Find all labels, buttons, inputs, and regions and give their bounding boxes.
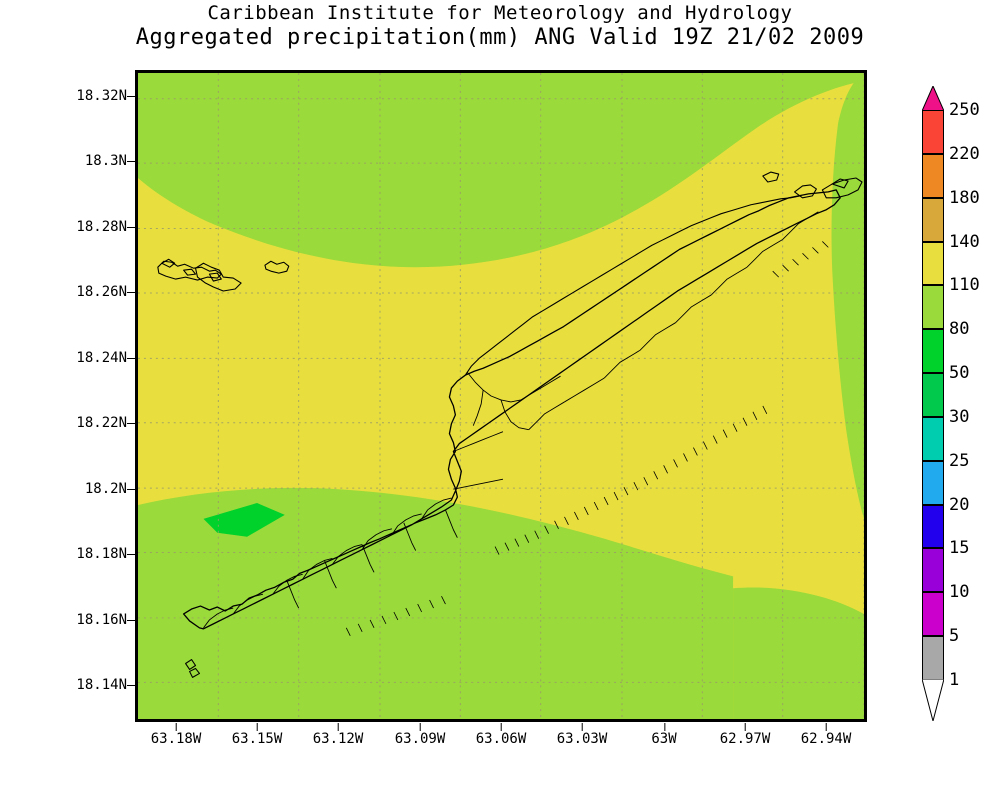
map-plot-area[interactable] — [135, 70, 867, 722]
x-axis-tick-mark — [581, 723, 583, 731]
colorbar[interactable]: 250 220 180 140 110 80 50 30 25 20 15 10 5 1 — [922, 100, 980, 690]
y-axis-tick-mark — [127, 358, 135, 359]
colorbar-cell[interactable] — [922, 416, 944, 461]
y-axis-tick-label: 18.32N — [76, 88, 135, 104]
y-axis-tick-label: 18.18N — [76, 546, 135, 562]
y-axis-tick-mark — [127, 292, 135, 293]
colorbar-cell[interactable] — [922, 636, 944, 680]
colorbar-cell[interactable] — [922, 504, 944, 549]
colorbar-tick-label: 180 — [949, 187, 980, 208]
colorbar-cell[interactable] — [922, 197, 944, 242]
precipitation-contour-map — [138, 73, 864, 719]
colorbar-cell[interactable] — [922, 548, 944, 593]
x-axis-tick-mark — [663, 723, 665, 731]
colorbar-cell[interactable] — [922, 329, 944, 374]
colorbar-cell[interactable] — [922, 373, 944, 417]
y-axis-tick-label: 18.26N — [76, 284, 135, 300]
colorbar-tick-label: 10 — [949, 582, 970, 603]
y-axis-tick-label: 18.14N — [76, 677, 135, 693]
x-axis-tick-mark — [175, 723, 177, 731]
colorbar-tick-label: 15 — [949, 538, 970, 559]
colorbar-tick-label: 20 — [949, 494, 970, 515]
y-axis-tick-mark — [127, 620, 135, 621]
colorbar-top-arrow — [921, 84, 945, 112]
x-axis-tick-label: 63.03W — [557, 723, 607, 747]
colorbar-tick-label: 250 — [949, 100, 980, 120]
y-axis-tick-mark — [127, 161, 135, 162]
colorbar-cell[interactable] — [922, 241, 944, 286]
y-axis-labels: 18.32N 18.3N 18.28N 18.26N 18.24N 18.22N 18.2N… — [55, 70, 135, 722]
x-axis-tick-label: 63.06W — [476, 723, 526, 747]
colorbar-tick-label: 5 — [949, 626, 960, 647]
y-axis-tick-label: 18.22N — [76, 415, 135, 431]
band-80-110-lower-right — [733, 576, 864, 719]
gridlines — [138, 73, 864, 719]
y-axis-tick-mark — [127, 489, 135, 490]
x-axis-tick-mark — [825, 723, 827, 731]
colorbar-cell[interactable] — [922, 592, 944, 637]
page-title: Aggregated precipitation(mm) ANG Valid 1… — [135, 25, 865, 50]
colorbar-cell[interactable] — [922, 153, 944, 198]
chart-title-block: Caribbean Institute for Meteorology and … — [0, 2, 1000, 50]
colorbar-tick-label: 50 — [949, 363, 970, 384]
colorbar-tick-label: 140 — [949, 231, 980, 252]
colorbar-cell[interactable] — [922, 110, 944, 154]
x-axis-tick-mark — [337, 723, 339, 731]
x-axis-tick-mark — [419, 723, 421, 731]
x-axis-tick-label: 62.94W — [801, 723, 851, 747]
band-50-80-patch — [203, 503, 285, 537]
band-80-110-right-wedge — [831, 73, 864, 519]
x-axis-tick-label: 63.12W — [313, 723, 363, 747]
colorbar-tick-label: 30 — [949, 406, 970, 427]
y-axis-tick-label: 18.24N — [76, 350, 135, 366]
y-axis-tick-mark — [127, 554, 135, 555]
y-axis-tick-mark — [127, 96, 135, 97]
colorbar-tick-label: 1 — [949, 670, 960, 690]
y-axis-tick-mark — [127, 227, 135, 228]
y-axis-tick-label: 18.2N — [85, 481, 135, 497]
y-axis-tick-label: 18.3N — [85, 153, 135, 169]
y-axis-tick-label: 18.16N — [76, 612, 135, 628]
x-axis-tick-label: 63W — [651, 723, 677, 747]
band-80-110-lower — [138, 487, 734, 719]
y-axis-tick-mark — [127, 423, 135, 424]
y-axis-tick-mark — [127, 685, 135, 686]
x-axis-tick-mark — [256, 723, 258, 731]
colorbar-tick-label: 110 — [949, 275, 980, 296]
x-axis-tick-label: 63.18W — [151, 723, 201, 747]
coastline-outlines — [157, 171, 863, 678]
x-axis-tick-label: 62.97W — [720, 723, 770, 747]
colorbar-cell[interactable] — [922, 285, 944, 330]
x-axis-tick-mark — [500, 723, 502, 731]
colorbar-tick-label: 220 — [949, 143, 980, 164]
y-axis-tick-label: 18.28N — [76, 219, 135, 235]
institute-title: Caribbean Institute for Meteorology and … — [207, 2, 793, 24]
colorbar-tick-label: 80 — [949, 319, 970, 340]
x-axis-tick-label: 63.15W — [232, 723, 282, 747]
x-axis-tick-mark — [744, 723, 746, 731]
band-110-140-lower-right-notch — [733, 570, 864, 614]
x-axis-tick-label: 63.09W — [395, 723, 445, 747]
x-axis-labels: 63.18W 63.15W 63.12W 63.09W 63.06W 63.03W 63W 6… — [135, 723, 867, 755]
band-80-110-upper — [138, 73, 864, 268]
colorbar-tick-label: 25 — [949, 450, 970, 471]
colorbar-cell[interactable] — [922, 460, 944, 505]
colorbar-bottom-arrow — [921, 678, 945, 723]
